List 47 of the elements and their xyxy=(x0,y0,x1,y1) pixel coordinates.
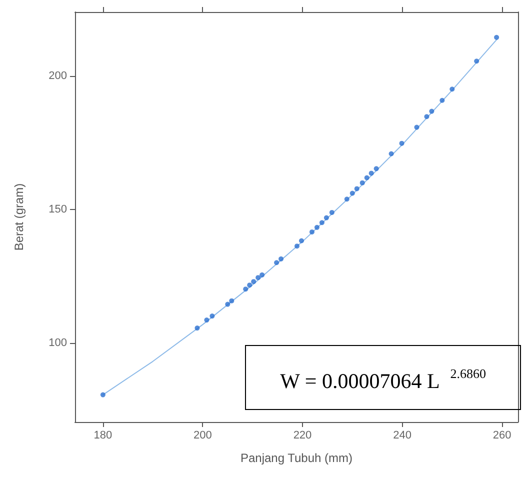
point xyxy=(324,215,329,220)
point xyxy=(314,224,320,230)
y-axis-title: Berat (gram) xyxy=(12,183,26,251)
point xyxy=(424,114,430,120)
point xyxy=(360,180,365,186)
point xyxy=(364,175,370,180)
point xyxy=(294,244,300,249)
point xyxy=(225,302,230,307)
point xyxy=(309,229,314,234)
x-tick-label: 200 xyxy=(194,430,212,442)
point xyxy=(229,298,234,304)
point xyxy=(399,140,404,146)
point xyxy=(368,170,374,176)
x-tick-label: 180 xyxy=(94,430,112,442)
point xyxy=(204,318,210,323)
point xyxy=(429,108,434,114)
point xyxy=(354,186,360,192)
point xyxy=(388,151,394,156)
point xyxy=(374,166,379,172)
point xyxy=(260,272,265,278)
x-tick-label: 260 xyxy=(492,430,512,442)
point xyxy=(194,326,200,331)
point xyxy=(247,282,252,288)
x-axis-title: Panjang Tubuh (mm) xyxy=(240,451,353,465)
point xyxy=(494,34,500,40)
x-tick-label: 220 xyxy=(293,430,312,442)
point xyxy=(251,279,256,284)
y-tick-label: 200 xyxy=(48,70,67,82)
point xyxy=(298,238,304,244)
point xyxy=(350,190,355,196)
point xyxy=(243,286,248,292)
point xyxy=(256,275,261,280)
x-tick-label: 240 xyxy=(393,430,412,442)
point xyxy=(474,58,480,64)
point xyxy=(414,124,420,130)
y-tick-label: 150 xyxy=(48,204,67,216)
point xyxy=(329,210,334,215)
point xyxy=(450,86,455,92)
point xyxy=(274,260,280,266)
point xyxy=(344,196,350,202)
point xyxy=(278,256,284,262)
point xyxy=(440,98,445,103)
point xyxy=(210,314,215,319)
y-tick-label: 100 xyxy=(48,336,67,349)
point xyxy=(319,220,324,226)
point xyxy=(100,392,106,398)
text-box: W = 0.00007064 L $^{2.6860}$ xyxy=(245,345,521,410)
